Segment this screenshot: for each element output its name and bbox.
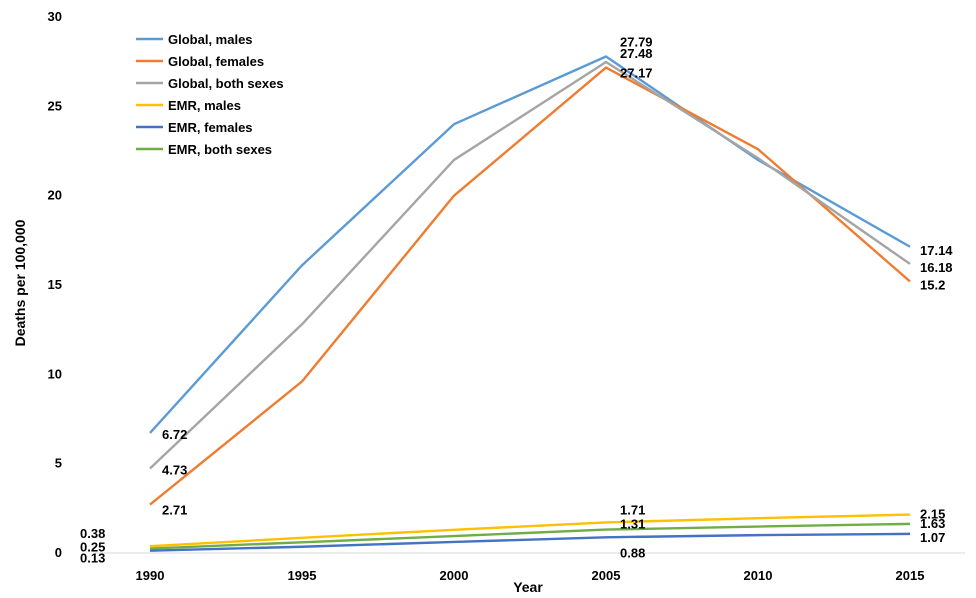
x-tick-label: 2015 [896,568,925,583]
data-label: 27.17 [620,66,653,81]
y-tick-label: 30 [48,9,62,24]
y-tick-label: 25 [48,98,62,113]
data-label: 16.18 [920,260,953,275]
y-tick-label: 15 [48,277,62,292]
data-label: 6.72 [162,427,187,442]
data-label: 0.38 [80,526,105,541]
data-label: 0.13 [80,551,105,566]
data-label: 2.15 [920,507,945,522]
data-label: 1.07 [920,530,945,545]
data-label: 27.48 [620,46,653,61]
y-axis-title: Deaths per 100,000 [12,219,28,346]
x-tick-label: 2010 [744,568,773,583]
series-line-6 [149,522,911,550]
data-label: 15.2 [920,277,945,292]
data-label: 0.88 [620,545,645,560]
x-axis-title: Year [513,579,543,595]
y-tick-label: 10 [48,366,62,381]
legend-label: EMR, males [168,98,241,113]
legend-label: Global, females [168,54,264,69]
data-label: 27.79 [620,34,653,49]
y-tick-label: 5 [55,456,62,471]
series-line-1 [149,55,911,434]
legend-label: Global, both sexes [168,76,284,91]
series-line-3 [149,60,911,470]
data-label: 1.63 [920,516,945,531]
x-tick-label: 2005 [592,568,621,583]
data-label: 1.31 [620,517,645,532]
series-line-5 [149,532,911,552]
legend-label: EMR, females [168,120,253,135]
data-label: 17.14 [920,243,953,258]
data-label: 4.73 [162,462,187,477]
series-line-2 [149,66,911,506]
data-label: 2.71 [162,503,187,518]
x-tick-label: 2000 [440,568,469,583]
x-tick-label: 1990 [136,568,165,583]
legend-label: Global, males [168,32,253,47]
x-tick-label: 1995 [288,568,317,583]
legend-label: EMR, both sexes [168,142,272,157]
data-label: 1.71 [620,502,645,517]
y-tick-label: 0 [55,545,62,560]
series-line-4 [149,513,911,548]
y-tick-label: 20 [48,188,62,203]
data-label: 0.25 [80,540,105,555]
